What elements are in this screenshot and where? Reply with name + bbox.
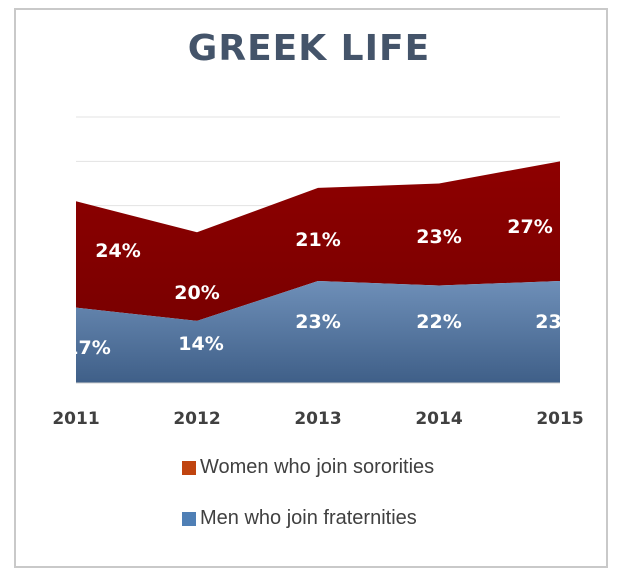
x-tick-label: 2014	[415, 409, 462, 429]
chart-title: GREEK LIFE	[187, 28, 431, 69]
x-tick-label: 2012	[173, 409, 220, 429]
series-area-men	[76, 281, 560, 383]
legend-item-women: Women who join sororities	[182, 456, 434, 479]
legend-label-men: Men who join fraternities	[200, 507, 417, 529]
data-label-women: 27%	[507, 216, 552, 238]
data-label-men: 23%	[535, 311, 580, 333]
data-label-men: 23%	[295, 311, 340, 333]
series-area-women	[76, 161, 560, 321]
legend-swatch-men	[182, 511, 196, 526]
area-chart: 17% 14% 23% 22% 23% 24% 20% 21% 23% 27% 2011 2012 20…	[52, 116, 584, 429]
x-tick-label: 2011	[52, 409, 99, 429]
data-label-men: 22%	[416, 311, 461, 333]
data-label-women: 24%	[95, 240, 140, 262]
data-label-women: 21%	[295, 229, 340, 251]
x-tick-label: 2013	[294, 409, 341, 429]
data-label-men: 17%	[65, 337, 110, 359]
data-label-women: 20%	[174, 282, 219, 304]
legend-label-women: Women who join sororities	[200, 456, 435, 478]
x-tick-label: 2015	[536, 409, 583, 429]
data-label-men: 14%	[178, 333, 223, 355]
data-label-women: 23%	[416, 226, 461, 248]
legend-swatch-women	[182, 460, 196, 475]
legend-item-men: Men who join fraternities	[182, 507, 417, 530]
